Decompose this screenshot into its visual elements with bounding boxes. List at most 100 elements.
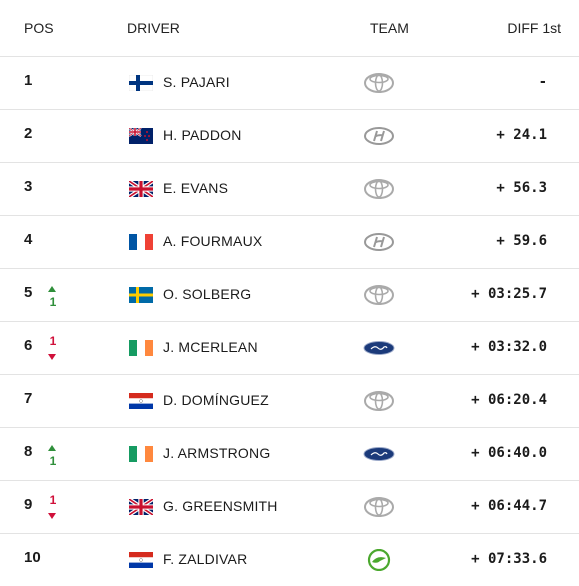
- driver-name: A. FOURMAUX: [163, 233, 263, 249]
- driver-name: O. SOLBERG: [163, 286, 252, 302]
- diff: + 03:25.7: [471, 286, 547, 302]
- shape: [370, 346, 388, 350]
- position: 2: [24, 125, 33, 142]
- driver-name: D. DOMÍNGUEZ: [163, 392, 269, 408]
- logo-icon: [364, 179, 394, 199]
- diff: + 56.3: [496, 180, 547, 196]
- flag: [129, 234, 153, 250]
- position: 7: [24, 390, 33, 407]
- shape: [363, 341, 395, 355]
- team-logo: [363, 72, 395, 94]
- table-row: 1 S. PAJARI -: [0, 56, 579, 109]
- position: 10: [24, 549, 41, 566]
- diff: + 07:33.6: [471, 551, 547, 567]
- shape: [364, 179, 394, 199]
- logo-icon: [367, 548, 391, 572]
- team-logo: [363, 125, 395, 147]
- table-row: 10 F. ZALDIVAR + 07:33.6: [0, 533, 579, 586]
- union: [128, 127, 142, 137]
- shape: [129, 398, 153, 404]
- shape: [148, 135, 150, 137]
- change-arrow: [48, 286, 56, 292]
- position: 1: [24, 72, 33, 89]
- shape: [369, 286, 389, 296]
- shape: [372, 557, 386, 563]
- logo-icon: [364, 127, 394, 145]
- shape: [129, 128, 141, 136]
- shape: [129, 393, 153, 399]
- shape: [364, 391, 394, 411]
- flag: [129, 287, 153, 303]
- team-logo: [363, 284, 395, 306]
- change-arrow: [48, 445, 56, 451]
- change-value: 1: [49, 493, 57, 507]
- flag: [129, 340, 153, 356]
- shape: [145, 234, 153, 250]
- position: 4: [24, 231, 33, 248]
- change-value: 1: [49, 454, 57, 468]
- shape: [129, 446, 137, 462]
- team-logo: [363, 548, 395, 572]
- header-driver: DRIVER: [127, 20, 180, 36]
- diff: + 06:20.4: [471, 392, 547, 408]
- position: 5: [24, 284, 33, 301]
- shape: [364, 285, 394, 305]
- flag-icon: [128, 127, 153, 144]
- driver-name: J. ARMSTRONG: [163, 445, 271, 461]
- flag-icon: [129, 234, 153, 250]
- diff: -: [538, 74, 547, 90]
- driver-name: H. PADDON: [163, 127, 242, 143]
- diff: + 24.1: [496, 127, 547, 143]
- shape: [145, 446, 153, 462]
- shape: [364, 127, 394, 145]
- shape: [364, 73, 394, 93]
- diff: + 06:40.0: [471, 445, 547, 461]
- logo-icon: [364, 285, 394, 305]
- flag-icon: [129, 552, 153, 568]
- position: 6: [24, 337, 33, 354]
- flag-icon: [128, 74, 154, 92]
- shape: [129, 499, 153, 515]
- shape: [139, 399, 143, 403]
- change-arrow: [48, 513, 56, 519]
- header-pos: POS: [24, 20, 54, 36]
- flag: [127, 179, 155, 199]
- table-row: 8 1 J. ARMSTRONG + 06:40.0: [0, 427, 579, 480]
- shape: [129, 181, 153, 197]
- diff: + 59.6: [496, 233, 547, 249]
- diff: + 06:44.7: [471, 498, 547, 514]
- change-value: 1: [49, 334, 57, 348]
- shape: [369, 180, 389, 190]
- flag: [129, 552, 153, 568]
- shape: [129, 234, 137, 250]
- shape: [363, 447, 395, 461]
- shape: [139, 558, 143, 562]
- shape: [364, 233, 394, 251]
- flag: [129, 446, 153, 462]
- team-logo: [363, 390, 395, 412]
- diff: + 03:32.0: [471, 339, 547, 355]
- table-row: 2 H. PADDON + 24.1: [0, 109, 579, 162]
- flag-icon: [129, 446, 153, 462]
- table-row: 3 E. EVANS + 56.3: [0, 162, 579, 215]
- shape: [369, 74, 389, 84]
- flag: [127, 497, 155, 517]
- shape: [146, 139, 148, 141]
- driver-name: G. GREENSMITH: [163, 498, 278, 514]
- change-arrow: [48, 354, 56, 360]
- shape: [144, 135, 146, 137]
- shape: [373, 130, 385, 142]
- shape: [137, 234, 145, 250]
- shape: [129, 403, 153, 409]
- position: 8: [24, 443, 33, 460]
- team-logo: [363, 178, 395, 200]
- flag: [128, 74, 154, 92]
- table-row: 9 1 G. GREENSMITH + 06:44.7: [0, 480, 579, 533]
- driver-name: E. EVANS: [163, 180, 229, 196]
- shape: [129, 552, 153, 558]
- shape: [145, 340, 153, 356]
- flag-icon: [129, 287, 153, 303]
- shape: [129, 340, 137, 356]
- shape: [137, 340, 145, 356]
